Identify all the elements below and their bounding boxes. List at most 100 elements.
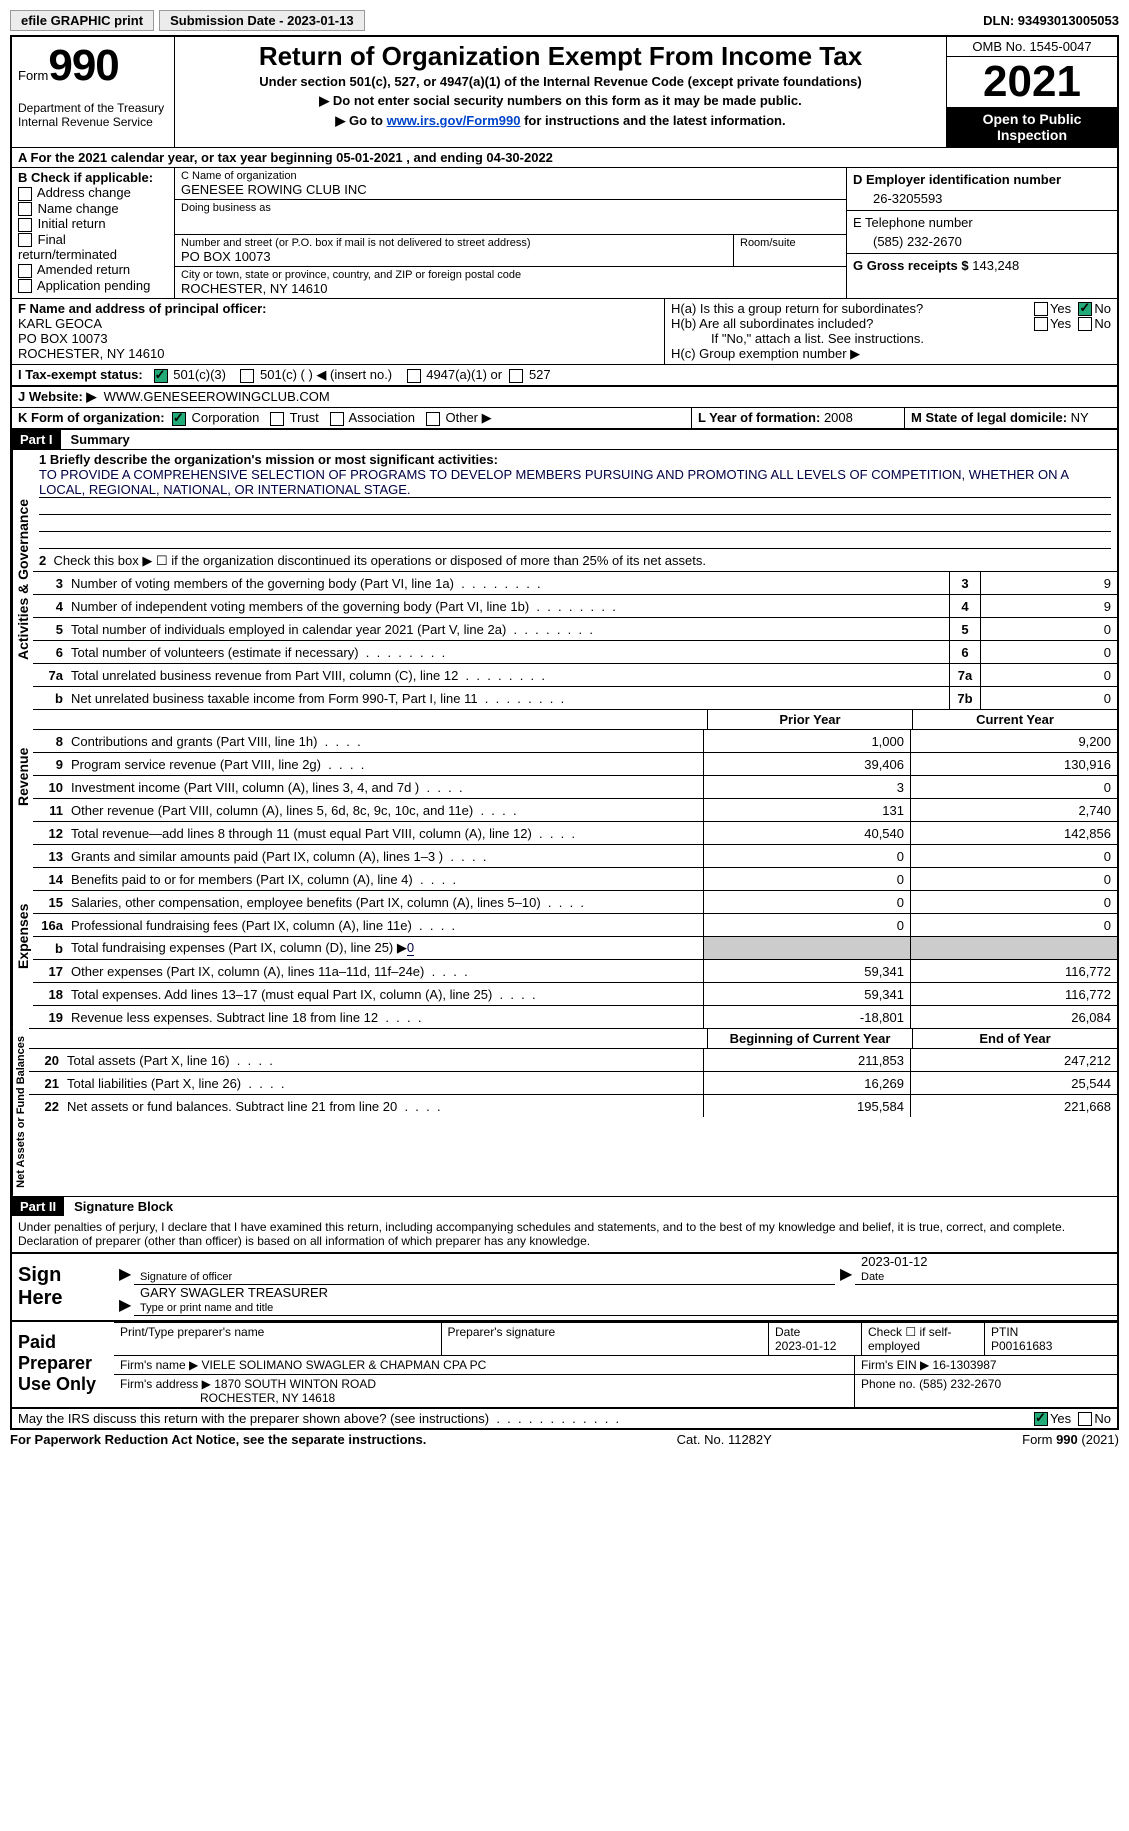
firm-addr2: ROCHESTER, NY 14618: [200, 1391, 335, 1405]
name-title-label: Type or print name and title: [140, 1302, 273, 1314]
pt-name-label: Print/Type preparer's name: [114, 1323, 442, 1355]
line-b-desc: Net unrelated business taxable income fr…: [71, 691, 949, 706]
part1-title: Summary: [61, 432, 130, 447]
line-13-current: 0: [910, 845, 1117, 867]
arrow-line-1: ▶ Do not enter social security numbers o…: [179, 93, 942, 109]
line-12-desc: Total revenue—add lines 8 through 11 (mu…: [71, 826, 703, 841]
i-501c[interactable]: [240, 369, 254, 383]
check-address-change[interactable]: [18, 187, 32, 201]
check-final[interactable]: [18, 233, 32, 247]
line-7a-box: 7a: [949, 664, 980, 686]
line-20-desc: Total assets (Part X, line 16) . . . .: [67, 1053, 703, 1068]
city-label: City or town, state or province, country…: [181, 269, 840, 281]
line-b-val: 0: [980, 687, 1117, 709]
officer-name: KARL GEOCA: [18, 316, 658, 331]
efile-print-button[interactable]: efile GRAPHIC print: [10, 10, 154, 31]
line-13-desc: Grants and similar amounts paid (Part IX…: [71, 849, 703, 864]
line-20-num: 20: [29, 1053, 67, 1068]
pt-date-label: Date: [775, 1325, 800, 1339]
line-22-desc: Net assets or fund balances. Subtract li…: [67, 1099, 703, 1114]
hb-note: If "No," attach a list. See instructions…: [671, 331, 1111, 346]
i-4947[interactable]: [407, 369, 421, 383]
ha-no[interactable]: [1078, 302, 1092, 316]
k-corp[interactable]: [172, 412, 186, 426]
discuss-yes[interactable]: [1034, 1412, 1048, 1426]
firm-name: VIELE SOLIMANO SWAGLER & CHAPMAN CPA PC: [202, 1358, 487, 1372]
firm-addr1: 1870 SOUTH WINTON ROAD: [214, 1377, 376, 1391]
ptin: P00161683: [991, 1339, 1052, 1353]
k-o4: Other ▶: [445, 410, 491, 425]
phone: (585) 232-2670: [853, 230, 1111, 249]
block-b: B Check if applicable: Address change Na…: [12, 168, 175, 298]
line-4-val: 9: [980, 595, 1117, 617]
line-19-prior: -18,801: [703, 1006, 910, 1028]
main-title: Return of Organization Exempt From Incom…: [179, 41, 942, 72]
mission-text: TO PROVIDE A COMPREHENSIVE SELECTION OF …: [39, 467, 1111, 498]
dept-label: Department of the Treasury Internal Reve…: [18, 101, 168, 129]
line-22-prior: 195,584: [703, 1095, 910, 1117]
check-amended[interactable]: [18, 264, 32, 278]
i-501c3[interactable]: [154, 369, 168, 383]
irs-link[interactable]: www.irs.gov/Form990: [387, 113, 521, 128]
line-5-desc: Total number of individuals employed in …: [71, 622, 949, 637]
dba-label: Doing business as: [181, 202, 840, 214]
i-527[interactable]: [509, 369, 523, 383]
j-label: J Website: ▶: [18, 389, 96, 404]
line-9-desc: Program service revenue (Part VIII, line…: [71, 757, 703, 772]
line-5-box: 5: [949, 618, 980, 640]
m-label: M State of legal domicile:: [911, 410, 1067, 425]
line-12-num: 12: [33, 826, 71, 841]
vlabel-netassets: Net Assets or Fund Balances: [12, 1028, 29, 1196]
line-9-prior: 39,406: [703, 753, 910, 775]
line-19-current: 26,084: [910, 1006, 1117, 1028]
i-o2: 501(c) ( ) ◀ (insert no.): [260, 367, 392, 382]
fundraising-val: 0: [407, 940, 414, 956]
check-pending[interactable]: [18, 279, 32, 293]
k-assoc[interactable]: [330, 412, 344, 426]
line-21-current: 25,544: [910, 1072, 1117, 1094]
line-a: A For the 2021 calendar year, or tax yea…: [12, 148, 1117, 167]
line-16a-prior: 0: [703, 914, 910, 936]
line-3-desc: Number of voting members of the governin…: [71, 576, 949, 591]
pt-sig-label: Preparer's signature: [442, 1323, 770, 1355]
state-domicile: NY: [1071, 410, 1089, 425]
l1-label: 1 Briefly describe the organization's mi…: [39, 452, 1111, 467]
block-b-title: B Check if applicable:: [18, 170, 168, 185]
date-label: Date: [861, 1271, 884, 1283]
discuss-no[interactable]: [1078, 1412, 1092, 1426]
line-11-current: 2,740: [910, 799, 1117, 821]
line-b-num: b: [33, 691, 71, 706]
hb-yes[interactable]: [1034, 317, 1048, 331]
line-15-prior: 0: [703, 891, 910, 913]
line-21-desc: Total liabilities (Part X, line 26) . . …: [67, 1076, 703, 1091]
firm-ein: 16-1303987: [933, 1358, 997, 1372]
line-9-num: 9: [33, 757, 71, 772]
check-name-change[interactable]: [18, 202, 32, 216]
line-22-current: 221,668: [910, 1095, 1117, 1117]
line-22-num: 22: [29, 1099, 67, 1114]
sign-here-label: Sign Here: [12, 1254, 114, 1320]
line-7a-val: 0: [980, 664, 1117, 686]
gross-receipts: 143,248: [972, 258, 1019, 273]
line-3-num: 3: [33, 576, 71, 591]
line-18-num: 18: [33, 987, 71, 1002]
k-other[interactable]: [426, 412, 440, 426]
ha-yes[interactable]: [1034, 302, 1048, 316]
line-b-num: b: [33, 941, 71, 956]
officer-addr1: PO BOX 10073: [18, 331, 658, 346]
k-trust[interactable]: [270, 412, 284, 426]
check-initial[interactable]: [18, 218, 32, 232]
firm-phone: (585) 232-2670: [919, 1377, 1001, 1391]
open-to-public: Open to Public Inspection: [947, 107, 1117, 147]
line-5-val: 0: [980, 618, 1117, 640]
pt-check: Check ☐ if self-employed: [862, 1323, 985, 1355]
officer-printed: GARY SWAGLER TREASURER: [140, 1285, 328, 1300]
year-formation: 2008: [824, 410, 853, 425]
line-6-box: 6: [949, 641, 980, 663]
line-4-num: 4: [33, 599, 71, 614]
line-6-num: 6: [33, 645, 71, 660]
addr-label: Number and street (or P.O. box if mail i…: [181, 237, 727, 249]
hb-no[interactable]: [1078, 317, 1092, 331]
ein: 26-3205593: [853, 187, 1111, 206]
line-11-prior: 131: [703, 799, 910, 821]
